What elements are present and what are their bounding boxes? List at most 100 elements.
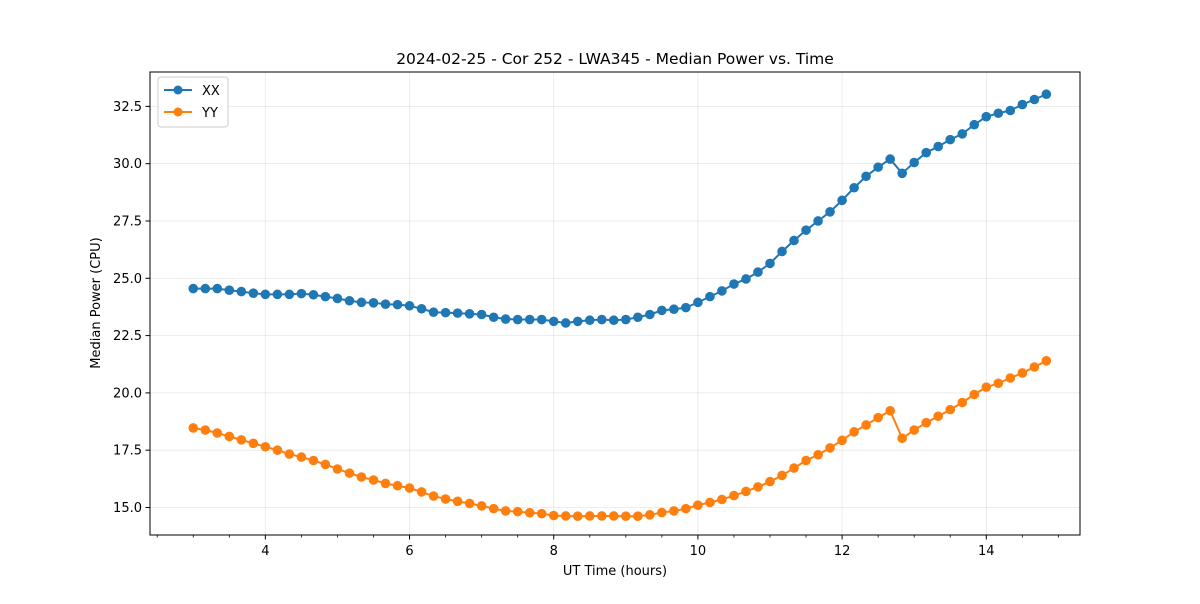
data-point-yy — [524, 507, 535, 518]
data-point-yy — [909, 425, 919, 435]
y-tick-label: 32.5 — [113, 100, 142, 115]
data-point-xx — [536, 314, 547, 325]
data-point-xx — [344, 295, 355, 306]
data-point-yy — [392, 480, 403, 491]
data-point-yy — [236, 435, 247, 445]
data-point-yy — [248, 438, 259, 449]
data-point-yy — [669, 506, 679, 516]
data-point-yy — [873, 412, 883, 423]
x-tick-label: 10 — [690, 544, 707, 559]
data-point-xx — [236, 286, 247, 297]
data-point-yy — [536, 508, 547, 519]
data-point-xx — [452, 308, 463, 318]
data-point-yy — [753, 482, 763, 492]
data-point-xx — [500, 314, 511, 324]
data-point-yy — [416, 487, 427, 497]
legend: XX YY — [157, 76, 229, 128]
data-point-xx — [1005, 105, 1016, 116]
data-point-yy — [260, 441, 271, 452]
data-point-yy — [512, 506, 523, 517]
data-point-xx — [633, 312, 643, 323]
data-point-yy — [849, 427, 859, 437]
data-point-yy — [200, 425, 211, 435]
data-point-yy — [969, 389, 980, 400]
x-tick-label: 4 — [261, 544, 269, 559]
data-point-xx — [440, 307, 451, 318]
x-axis-label: UT Time (hours) — [563, 564, 667, 579]
data-point-xx — [332, 293, 343, 304]
data-point-xx — [933, 141, 943, 152]
data-point-xx — [897, 168, 907, 179]
data-point-xx — [789, 235, 799, 246]
data-point-xx — [572, 316, 583, 327]
data-point-yy — [500, 506, 511, 516]
data-point-yy — [608, 511, 619, 521]
data-point-yy — [320, 459, 331, 470]
data-point-yy — [921, 417, 932, 428]
data-point-yy — [1029, 362, 1040, 372]
data-point-xx — [260, 289, 271, 300]
data-point-xx — [837, 195, 847, 206]
data-point-yy — [272, 445, 283, 455]
legend-label-xx: XX — [202, 84, 220, 99]
data-point-xx — [524, 314, 535, 325]
data-point-xx — [825, 207, 835, 217]
data-point-xx — [693, 297, 703, 308]
data-point-yy — [572, 511, 583, 522]
data-point-xx — [272, 289, 283, 300]
data-point-xx — [981, 111, 992, 122]
data-point-xx — [777, 246, 787, 257]
data-point-xx — [320, 291, 331, 302]
data-point-xx — [428, 307, 439, 318]
y-tick-label: 25.0 — [113, 272, 142, 287]
data-point-yy — [945, 404, 956, 415]
data-point-yy — [729, 490, 739, 501]
y-tick-label: 20.0 — [113, 386, 142, 401]
data-point-xx — [224, 285, 235, 296]
data-point-yy — [1041, 356, 1052, 366]
data-point-yy — [188, 423, 199, 433]
data-point-yy — [825, 443, 835, 453]
data-point-xx — [597, 314, 607, 325]
data-point-xx — [212, 283, 223, 294]
data-point-yy — [765, 476, 775, 487]
legend-marker-yy — [173, 107, 183, 117]
data-point-xx — [705, 291, 715, 302]
data-point-xx — [669, 304, 679, 315]
data-point-yy — [404, 483, 415, 493]
data-point-yy — [224, 431, 235, 442]
data-point-yy — [476, 501, 487, 511]
data-point-yy — [897, 433, 907, 444]
y-axis-label: Median Power (CPU) — [89, 237, 104, 368]
data-point-xx — [248, 288, 259, 298]
data-point-yy — [332, 464, 343, 474]
data-point-xx — [909, 157, 919, 168]
data-point-xx — [765, 258, 775, 269]
data-point-yy — [296, 452, 307, 462]
data-point-xx — [945, 134, 956, 145]
legend-label-yy: YY — [201, 106, 218, 121]
data-point-xx — [741, 274, 751, 284]
data-point-xx — [476, 309, 487, 320]
data-point-yy — [693, 500, 703, 511]
data-point-xx — [308, 289, 319, 300]
data-point-yy — [981, 382, 992, 392]
data-point-xx — [392, 299, 403, 310]
data-point-xx — [416, 303, 427, 314]
data-point-xx — [717, 286, 727, 296]
data-point-yy — [717, 494, 727, 505]
data-point-xx — [380, 299, 391, 309]
data-point-xx — [681, 302, 691, 313]
data-point-xx — [512, 314, 523, 325]
y-tick-label: 17.5 — [113, 444, 142, 459]
grid — [150, 72, 1080, 535]
data-point-xx — [885, 154, 895, 164]
data-point-xx — [753, 267, 763, 277]
y-tick-label: 27.5 — [113, 214, 142, 229]
data-point-xx — [1029, 94, 1040, 105]
data-point-xx — [621, 314, 631, 325]
data-point-xx — [584, 315, 595, 326]
y-tick-label: 22.5 — [113, 329, 142, 344]
data-point-yy — [452, 496, 463, 507]
